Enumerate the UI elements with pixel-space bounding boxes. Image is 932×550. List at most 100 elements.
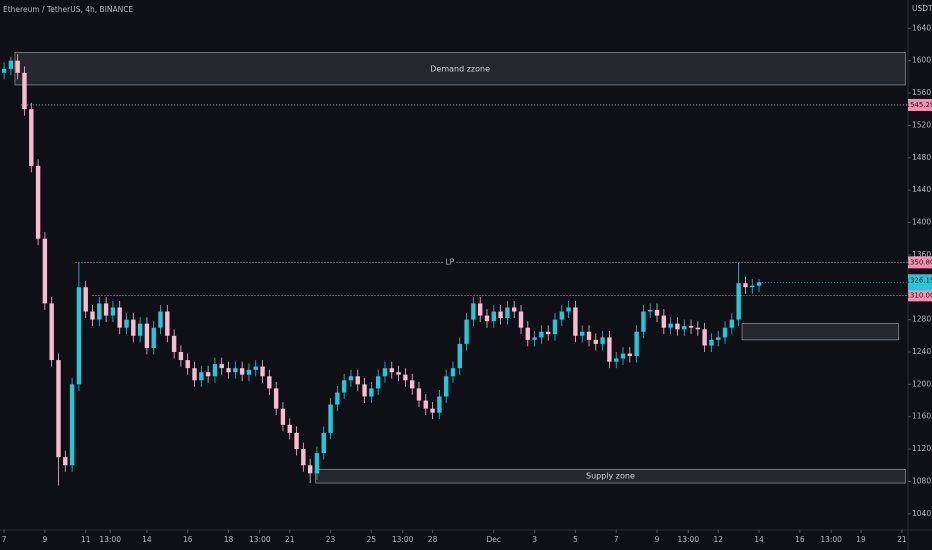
zone xyxy=(741,323,899,341)
candle-body xyxy=(233,368,238,373)
x-tick-label: 13:00 xyxy=(99,535,121,544)
candle-body xyxy=(151,327,156,348)
candle-body xyxy=(532,337,537,340)
candle-body xyxy=(477,303,483,316)
candle-body xyxy=(573,307,578,336)
x-tick-label: 9 xyxy=(42,535,47,544)
candle-body xyxy=(736,283,741,320)
y-tick-label: 1400.00 xyxy=(912,218,932,227)
candle-body xyxy=(69,384,75,466)
x-tick-label: 14 xyxy=(142,535,152,544)
candle-body xyxy=(450,368,456,377)
x-tick-label: Dec xyxy=(487,535,502,544)
candle-body xyxy=(158,311,163,328)
candle-body xyxy=(239,368,245,375)
candle-body xyxy=(131,319,136,336)
candle-body xyxy=(559,311,565,320)
candle-body xyxy=(430,408,435,413)
zone xyxy=(315,468,906,484)
candle-body xyxy=(580,331,585,336)
zone-label: Demand zzone xyxy=(430,64,490,73)
y-tick-label: 1640.00 xyxy=(912,23,932,32)
x-tick-label: 13:00 xyxy=(249,535,271,544)
candle-body xyxy=(709,339,714,346)
candle-body xyxy=(682,326,687,330)
x-tick-label: 18 xyxy=(224,535,234,544)
candle-body xyxy=(341,380,347,393)
candle-body xyxy=(56,360,61,458)
candle-body xyxy=(253,366,258,370)
candle-body xyxy=(8,60,14,69)
y-tick-label: 1240.00 xyxy=(912,347,932,356)
candle-body xyxy=(437,396,442,413)
price-tag-label: 1545.29 xyxy=(906,101,932,109)
y-tick-label: 1560.00 xyxy=(912,88,932,97)
candle-body xyxy=(423,400,428,409)
candle-body xyxy=(301,449,306,466)
y-tick-label: 1480.00 xyxy=(912,153,932,162)
candle-body xyxy=(348,376,354,381)
candle-body xyxy=(76,287,82,385)
candle-body xyxy=(546,331,551,335)
candle-body xyxy=(620,353,626,359)
candle-body xyxy=(702,329,707,346)
candle-body xyxy=(15,60,20,73)
candle-body xyxy=(552,319,558,335)
candle-body xyxy=(314,453,320,474)
y-tick-label: 1200.00 xyxy=(912,379,932,388)
candle-body xyxy=(63,457,68,466)
candle-body xyxy=(42,238,48,304)
axis-unit: USDT xyxy=(912,4,932,13)
candle-body xyxy=(205,372,211,377)
candle-body xyxy=(729,319,735,328)
candle-body xyxy=(756,282,762,286)
y-tick-label: 1600.00 xyxy=(912,56,932,65)
x-tick-label: 21 xyxy=(285,535,295,544)
candle-body xyxy=(355,376,360,385)
x-tick-label: 3 xyxy=(532,535,537,544)
candle-body xyxy=(1,68,7,73)
candle-body xyxy=(321,432,326,454)
x-tick-label: 16 xyxy=(183,535,193,544)
candle-body xyxy=(491,311,496,322)
price-tag-label: 1350.80 xyxy=(906,258,932,266)
price-tag xyxy=(908,98,932,111)
candle-body xyxy=(716,337,721,340)
candle-body xyxy=(307,465,313,474)
x-tick-label: 28 xyxy=(428,535,438,544)
candle-body xyxy=(498,311,503,318)
zone-label: Supply zone xyxy=(586,472,635,481)
x-tick-label: 23 xyxy=(326,535,336,544)
candle-body xyxy=(362,384,367,397)
x-tick-label: 9 xyxy=(655,535,660,544)
candle-body xyxy=(35,165,41,239)
x-tick-label: 7 xyxy=(614,535,619,544)
x-tick-label: 13:00 xyxy=(392,535,414,544)
candle-body xyxy=(464,319,469,344)
candle-body xyxy=(226,368,231,373)
candle-body xyxy=(648,309,653,312)
candle-body xyxy=(750,285,755,288)
y-tick-label: 1360.00 xyxy=(912,250,932,259)
x-tick-label: 12 xyxy=(713,535,723,544)
zone xyxy=(14,52,906,86)
candle-body xyxy=(634,331,639,357)
candle-body xyxy=(294,432,299,450)
candle-body xyxy=(335,392,340,405)
candle-body xyxy=(600,337,605,344)
candle-body xyxy=(403,374,408,381)
candle-body xyxy=(280,408,286,425)
level-name-bg xyxy=(443,257,456,268)
candle-body xyxy=(607,337,612,362)
candle-body xyxy=(117,307,122,328)
candle-body xyxy=(171,335,177,352)
y-tick-label: 1520.00 xyxy=(912,120,932,129)
candle-body xyxy=(260,366,265,377)
candle-body xyxy=(518,311,524,328)
candle-body xyxy=(389,368,394,373)
price-tag xyxy=(908,289,932,302)
candle-body xyxy=(443,376,449,397)
candle-body xyxy=(675,323,680,330)
